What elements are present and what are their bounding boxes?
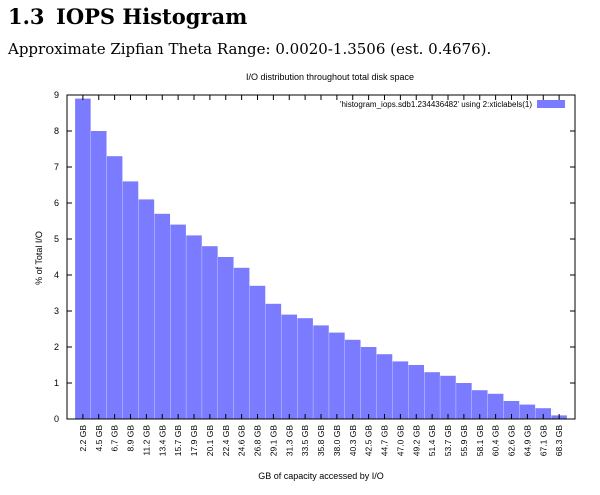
y-tick-label: 7	[54, 162, 59, 172]
x-tick-label: 42.5 GB	[364, 425, 374, 457]
x-tick-label: 33.5 GB	[300, 425, 310, 457]
x-tick-label: 13.4 GB	[157, 425, 167, 457]
x-tick-label: 22.4 GB	[221, 425, 231, 457]
axes-group: 0 1 2 3 4 5 6 7 8 9 2.2 GB 4.5 GB 6.7 GB 8.9 GB 11.2 G…	[54, 90, 576, 457]
bar	[265, 303, 282, 419]
x-tick-label: 20.1 GB	[205, 425, 215, 457]
y-tick-label: 9	[54, 90, 59, 100]
bar	[202, 246, 218, 419]
y-tick-label: 1	[54, 378, 59, 388]
y-axis-label: % of Total I/O	[34, 231, 44, 285]
bar	[487, 393, 504, 419]
y-tick-label: 4	[54, 270, 59, 280]
bar	[376, 354, 393, 419]
x-tick-label: 6.7 GB	[110, 425, 120, 452]
theta-range-text: Approximate Zipfian Theta Range: 0.0020-…	[8, 40, 492, 58]
x-tick-label: 38.0 GB	[332, 425, 342, 457]
legend-swatch	[537, 100, 565, 108]
section-title: IOPS Histogram	[56, 4, 248, 29]
x-tick-label: 53.7 GB	[443, 425, 453, 457]
x-tick-label: 67.1 GB	[538, 425, 548, 457]
bar	[344, 339, 361, 419]
legend-label: 'histogram_iops.sdb1.234436482' using 2:…	[340, 100, 532, 109]
bar	[519, 404, 536, 419]
bar	[392, 361, 409, 419]
x-tick-label: 35.8 GB	[316, 425, 326, 457]
bar	[297, 318, 313, 419]
bar	[249, 285, 266, 419]
bar-group	[75, 98, 567, 419]
x-tick-label: 58.1 GB	[475, 425, 485, 457]
x-tick-label: 60.4 GB	[491, 425, 501, 457]
bar	[471, 390, 488, 419]
bar	[90, 131, 107, 419]
x-tick-label: 47.0 GB	[395, 425, 405, 457]
y-tick-label: 6	[54, 198, 59, 208]
x-tick-label: 44.7 GB	[380, 425, 390, 457]
bar	[106, 156, 123, 419]
bar	[281, 314, 298, 419]
x-tick-label: 68.3 GB	[554, 425, 564, 457]
x-tick-label: 24.6 GB	[237, 425, 247, 457]
x-tick-label: 31.3 GB	[284, 425, 294, 457]
x-tick-label: 55.9 GB	[459, 425, 469, 457]
bar	[170, 224, 186, 419]
x-tick-label: 29.1 GB	[268, 425, 278, 457]
bar	[186, 235, 202, 419]
bar	[154, 213, 171, 419]
section-heading: 1.3 IOPS Histogram	[8, 4, 247, 29]
bar	[503, 401, 520, 419]
x-tick-label: 15.7 GB	[173, 425, 183, 457]
x-axis-label: GB of capacity accessed by I/O	[258, 471, 384, 481]
y-tick-label: 5	[54, 234, 59, 244]
bar	[360, 347, 377, 419]
x-tick-label: 26.8 GB	[253, 425, 263, 457]
bar	[408, 365, 425, 419]
bar	[122, 181, 139, 419]
bar	[424, 372, 440, 419]
bar	[329, 332, 345, 419]
x-tick-label: 2.2 GB	[78, 425, 88, 452]
x-tick-label: 8.9 GB	[126, 425, 136, 452]
x-tick-label: 62.6 GB	[507, 425, 517, 457]
bar	[456, 383, 472, 419]
bar	[233, 267, 250, 419]
y-tick-label: 3	[54, 306, 59, 316]
x-tick-label: 40.3 GB	[348, 425, 358, 457]
y-tick-label: 0	[54, 414, 59, 424]
bar	[217, 257, 234, 419]
chart-title: I/O distribution throughout total disk s…	[246, 72, 414, 82]
bar	[75, 98, 91, 419]
y-tick-label: 8	[54, 126, 59, 136]
x-tick-label: 51.4 GB	[427, 425, 437, 457]
bar	[440, 375, 456, 419]
bar	[138, 199, 155, 419]
x-tick-label: 64.9 GB	[522, 425, 532, 457]
x-tick-label: 17.9 GB	[189, 425, 199, 457]
bar	[313, 325, 329, 419]
bar	[535, 408, 552, 419]
y-tick-label: 2	[54, 342, 59, 352]
x-tick-label: 4.5 GB	[94, 425, 104, 452]
x-tick-label: 49.2 GB	[411, 425, 421, 457]
x-tick-label: 11.2 GB	[141, 425, 151, 456]
section-number: 1.3	[8, 4, 45, 29]
legend: 'histogram_iops.sdb1.234436482' using 2:…	[340, 100, 565, 109]
